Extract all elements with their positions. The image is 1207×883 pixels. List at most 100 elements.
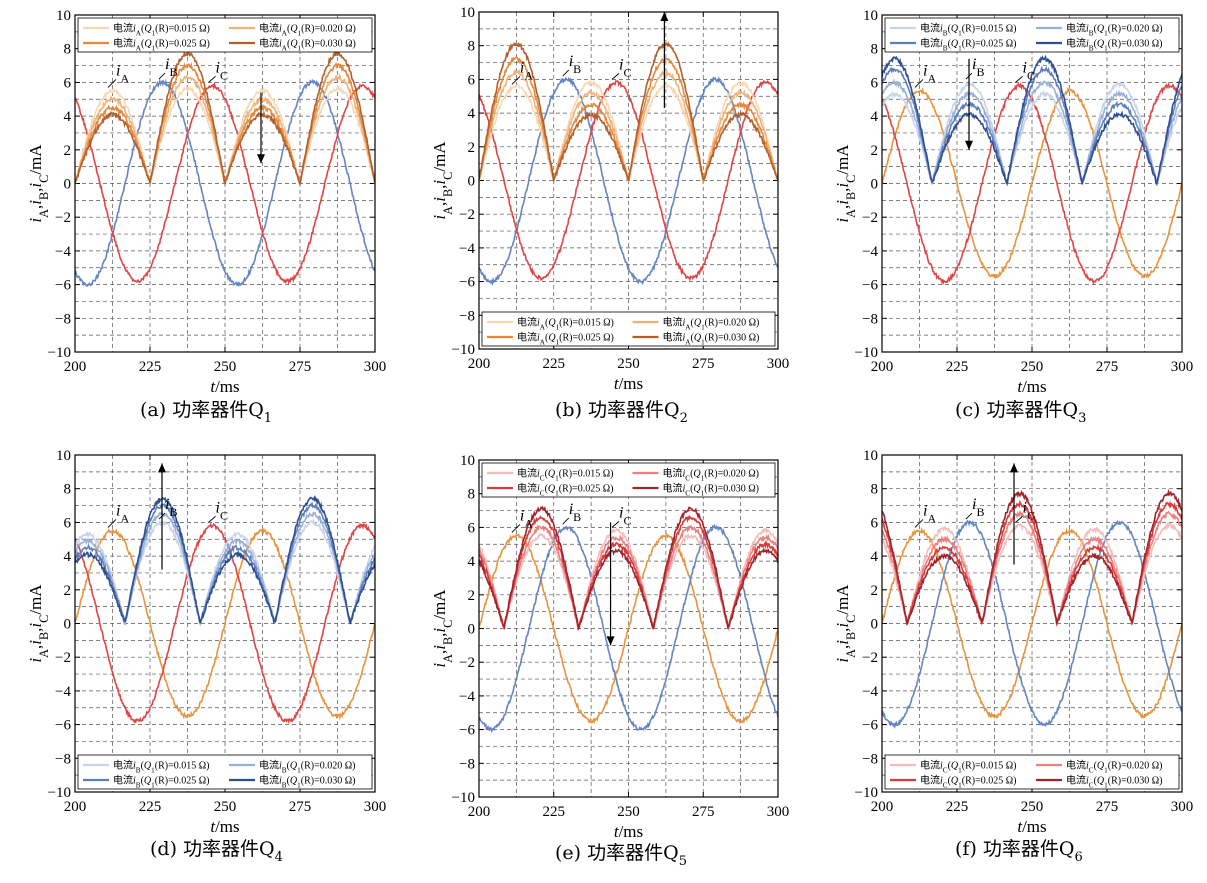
caption-subscript: 6 — [1074, 850, 1083, 865]
x-tick-label: 225 — [946, 799, 969, 815]
y-tick-label: 8 — [468, 487, 476, 503]
x-tick-label: 225 — [139, 799, 162, 815]
y-tick-label: 6 — [871, 75, 879, 91]
y-tick-label: 2 — [871, 143, 879, 159]
caption-subscript: 4 — [274, 850, 283, 865]
x-tick-label: 225 — [139, 359, 162, 375]
legend-box — [481, 311, 776, 347]
y-tick-label: −2 — [459, 655, 475, 671]
legend-box — [77, 754, 373, 790]
legend-entry: 电流iC​(Q1​(R)=0.025 Ω) — [517, 482, 613, 498]
axes: 200 225 250 275 300 −10 −8 −6 −4 −2 0 2 4 6 8 10 — [855, 8, 1194, 375]
annotation-leader — [1015, 76, 1023, 83]
waveforms — [75, 494, 375, 725]
panel-caption: (c) 功率器件Q3 — [955, 395, 1086, 426]
y-tick-label: −4 — [459, 689, 475, 705]
panel-caption: (a) 功率器件Q1 — [140, 395, 272, 426]
caption-text: (f) 功率器件Q — [955, 838, 1075, 860]
trend-arrow-head — [965, 140, 973, 150]
annotation-leader — [107, 79, 117, 88]
annotation-leader — [914, 519, 924, 528]
annotation-iB: iB — [569, 501, 581, 524]
y-tick-label: 4 — [468, 106, 476, 122]
caption-subscript: 5 — [678, 854, 687, 869]
grid — [882, 455, 1182, 792]
legend-box — [884, 17, 1180, 53]
annotation-iB: iB — [972, 496, 984, 519]
annotation-iA: iA — [923, 62, 936, 85]
annotation-iB: iB — [165, 496, 177, 519]
x-tick-label: 225 — [946, 359, 969, 375]
legend-entry: 电流iB​(Q1​(R)=0.025 Ω) — [113, 774, 209, 790]
y-tick-label: 10 — [460, 5, 475, 21]
y-tick-label: −10 — [452, 790, 475, 806]
phase-annotations: iA iB iC — [511, 501, 632, 533]
plot-frame — [881, 14, 1183, 353]
legend-entry: 电流iA​(Q1​(R)=0.015 Ω) — [113, 22, 210, 38]
annotation-leader — [611, 521, 620, 528]
trend-arrow-head — [257, 154, 265, 164]
y-tick-label: 4 — [64, 549, 72, 565]
annotation-leader — [562, 69, 570, 77]
y-tick-label: −4 — [862, 684, 878, 700]
waveforms — [75, 50, 375, 288]
annotation-leader — [208, 76, 216, 83]
series-iA-R0.03 — [75, 50, 375, 185]
y-tick-label: −10 — [452, 342, 475, 358]
y-tick-label: −6 — [55, 278, 71, 294]
y-tick-label: 4 — [64, 109, 72, 125]
annotation-iA: iA — [520, 507, 533, 530]
x-tick-label: 300 — [364, 799, 387, 815]
phase-annotations: iA iB iC — [914, 496, 1035, 528]
waveforms — [479, 41, 778, 287]
legend-entry: 电流iA​(Q1​(R)=0.030 Ω) — [663, 331, 760, 347]
x-tick-label: 300 — [1171, 359, 1194, 375]
y-axis-label: iA,iB,iC​/mA — [833, 584, 858, 663]
x-axis-label: t/ms — [1017, 817, 1046, 836]
x-tick-label: 200 — [64, 799, 87, 815]
legend-box — [884, 754, 1180, 790]
y-tick-label: −2 — [55, 650, 71, 666]
y-tick-label: 6 — [468, 72, 476, 88]
legend-entry: 电流iB​(Q1​(R)=0.015 Ω) — [920, 22, 1016, 38]
series-iA-R0.03 — [479, 41, 778, 184]
panel-caption: (d) 功率器件Q4 — [150, 834, 283, 865]
x-axis-label: t/ms — [1017, 377, 1046, 396]
x-tick-label: 250 — [617, 804, 640, 820]
y-tick-label: 8 — [871, 482, 879, 498]
annotation-iC: iC — [216, 499, 228, 522]
x-tick-label: 225 — [543, 356, 566, 372]
series-iA-R0.02 — [479, 68, 778, 183]
y-axis-label: iA,iB,iC​/mA — [430, 589, 455, 668]
series-iC — [75, 521, 375, 725]
y-axis-label: iA,iB,iC​/mA — [430, 141, 455, 220]
annotation-leader — [562, 517, 570, 525]
waveforms — [479, 505, 778, 734]
x-tick-label: 300 — [1171, 799, 1194, 815]
y-tick-label: 0 — [64, 617, 72, 633]
y-tick-label: −10 — [48, 785, 71, 801]
annotation-iB: iB — [569, 53, 581, 76]
legend-entry: 电流iA​(Q1​(R)=0.030 Ω) — [259, 37, 356, 53]
series-iC-R0.03 — [882, 488, 1182, 625]
series-iB — [479, 75, 778, 287]
y-tick-label: −8 — [459, 756, 475, 772]
y-tick-label: 2 — [468, 588, 476, 604]
x-tick-label: 275 — [289, 799, 312, 815]
y-tick-label: 0 — [468, 174, 476, 190]
annotation-leader — [965, 512, 973, 520]
caption-text: (d) 功率器件Q — [150, 838, 275, 860]
series-iC — [75, 81, 375, 286]
y-tick-label: 6 — [468, 520, 476, 536]
y-axis-label: iA,iB,iC​/mA — [26, 584, 51, 663]
y-tick-label: 2 — [468, 140, 476, 156]
y-tick-label: 8 — [64, 482, 72, 498]
plot-frame — [74, 454, 376, 793]
y-tick-label: −8 — [862, 311, 878, 327]
x-tick-label: 200 — [64, 359, 87, 375]
y-tick-label: −6 — [862, 278, 878, 294]
